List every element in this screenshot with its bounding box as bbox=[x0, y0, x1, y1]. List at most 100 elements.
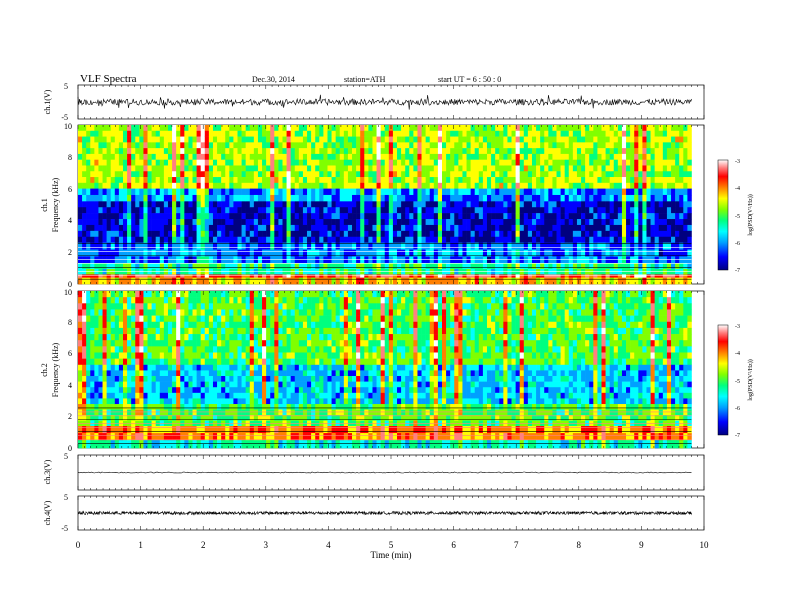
spectrogram-cell bbox=[372, 256, 377, 264]
spectrogram-cell bbox=[106, 188, 112, 196]
spectrogram-cell bbox=[106, 136, 112, 143]
spectrogram-cell bbox=[339, 165, 345, 172]
spectrogram-cell bbox=[499, 171, 504, 178]
spectrogram-cell bbox=[376, 153, 381, 160]
spectrogram-cell bbox=[270, 201, 275, 208]
spectrogram-cell bbox=[249, 249, 255, 257]
spectrogram-cell bbox=[474, 177, 480, 184]
spectrogram-cell bbox=[388, 194, 394, 202]
spectrogram-cell bbox=[593, 182, 598, 189]
spectrogram-cell bbox=[315, 201, 320, 208]
spectrogram-cell bbox=[274, 153, 279, 160]
spectrogram-cell bbox=[548, 177, 553, 184]
spectrogram-cell bbox=[159, 182, 165, 189]
spectrogram-cell bbox=[143, 224, 148, 232]
spectrogram-cell bbox=[192, 171, 197, 178]
spectrogram-cell bbox=[106, 159, 112, 166]
spectrogram-cell bbox=[376, 165, 381, 172]
spectrogram-cell bbox=[274, 268, 279, 275]
spectrogram-cell bbox=[360, 201, 365, 208]
spectrogram-cell bbox=[621, 207, 627, 214]
spectrogram-cell bbox=[114, 409, 120, 416]
spectrogram-cell bbox=[122, 327, 128, 335]
spectrogram-cell bbox=[384, 159, 390, 166]
spectrogram-cell bbox=[204, 387, 210, 394]
spectrogram-cell bbox=[433, 274, 439, 278]
spectrogram-cell bbox=[507, 274, 512, 278]
spectrogram-cell bbox=[405, 263, 410, 270]
spectrogram-cell bbox=[155, 415, 161, 421]
spectrogram-cell bbox=[458, 277, 463, 285]
spectrogram-cell bbox=[159, 321, 165, 329]
spectrogram-cell bbox=[135, 153, 140, 160]
spectrogram-cell bbox=[262, 125, 267, 132]
spectrogram-cell bbox=[352, 219, 357, 226]
spectrogram-cell bbox=[192, 213, 197, 220]
spectrogram-cell bbox=[200, 352, 206, 359]
spectrogram-cell bbox=[409, 213, 414, 220]
spectrogram-cell bbox=[204, 291, 210, 298]
spectrogram-cell bbox=[560, 213, 565, 220]
spectrogram-cell bbox=[556, 256, 561, 264]
spectrogram-cell bbox=[421, 201, 426, 208]
spectrogram-cell bbox=[392, 277, 398, 285]
spectrogram-cell bbox=[78, 230, 83, 238]
spectrogram-cell bbox=[470, 165, 476, 172]
spectrogram-cell bbox=[425, 219, 431, 226]
spectrogram-cell bbox=[257, 201, 263, 208]
spectrogram-cell bbox=[98, 136, 103, 143]
spectrogram-cell bbox=[106, 433, 112, 441]
spectrogram-cell bbox=[356, 201, 361, 208]
spectrogram-cell bbox=[184, 387, 189, 394]
spectrogram-cell bbox=[172, 159, 177, 166]
spectrogram-cell bbox=[548, 182, 553, 189]
spectrogram-cell bbox=[131, 153, 136, 160]
spectrogram-cell bbox=[564, 207, 570, 214]
spectrogram-cell bbox=[90, 440, 95, 449]
spectrogram-cell bbox=[556, 219, 561, 226]
spectrogram-cell bbox=[495, 142, 500, 149]
spectrogram-cell bbox=[433, 159, 439, 166]
spectrogram-cell bbox=[609, 219, 615, 226]
spectrogram-cell bbox=[151, 177, 157, 184]
spectrogram-cell bbox=[658, 201, 664, 208]
spectrogram-cell bbox=[122, 398, 128, 405]
spectrogram-cell bbox=[507, 148, 512, 155]
spectrogram-cell bbox=[180, 409, 185, 416]
spectrogram-cell bbox=[323, 277, 328, 285]
spectrogram-cell bbox=[237, 153, 242, 160]
spectrogram-cell bbox=[392, 219, 398, 226]
spectrogram-cell bbox=[621, 171, 627, 178]
spectrogram-cell bbox=[143, 242, 148, 250]
spectrogram-cell bbox=[630, 153, 635, 160]
spectrogram-cell bbox=[527, 242, 533, 250]
spectrogram-cell bbox=[376, 263, 381, 270]
spectrogram-cell bbox=[683, 256, 688, 264]
spectrogram-cell bbox=[364, 268, 369, 275]
spectrogram-cell bbox=[527, 136, 533, 143]
spectrogram-cell bbox=[503, 153, 508, 160]
spectrogram-cell bbox=[642, 130, 647, 137]
spectrogram-cell bbox=[159, 358, 165, 366]
spectrogram-cell bbox=[343, 274, 349, 278]
spectrogram-cell bbox=[237, 268, 242, 275]
spectrogram-cell bbox=[212, 364, 218, 371]
spectrogram-cell bbox=[572, 277, 578, 285]
spectrogram-cell bbox=[274, 201, 279, 208]
spectrogram-cell bbox=[662, 263, 668, 270]
spectrogram-cell bbox=[568, 125, 574, 132]
spectrogram-cell bbox=[106, 230, 112, 238]
spectrogram-cell bbox=[122, 224, 128, 232]
spectrogram-cell bbox=[478, 207, 484, 214]
spectrogram-cell bbox=[523, 148, 529, 155]
spectrogram-cell bbox=[491, 194, 496, 202]
spectrogram-cell bbox=[143, 364, 148, 371]
spectrogram-cell bbox=[392, 171, 398, 178]
spectrogram-cell bbox=[442, 171, 447, 178]
spectrogram-cell bbox=[519, 136, 525, 143]
spectrogram-cell bbox=[184, 263, 189, 270]
spectrogram-cell bbox=[634, 256, 639, 264]
spectrogram-cell bbox=[262, 177, 267, 184]
spectrogram-cell bbox=[605, 213, 610, 220]
spectrogram-cell bbox=[343, 125, 349, 132]
